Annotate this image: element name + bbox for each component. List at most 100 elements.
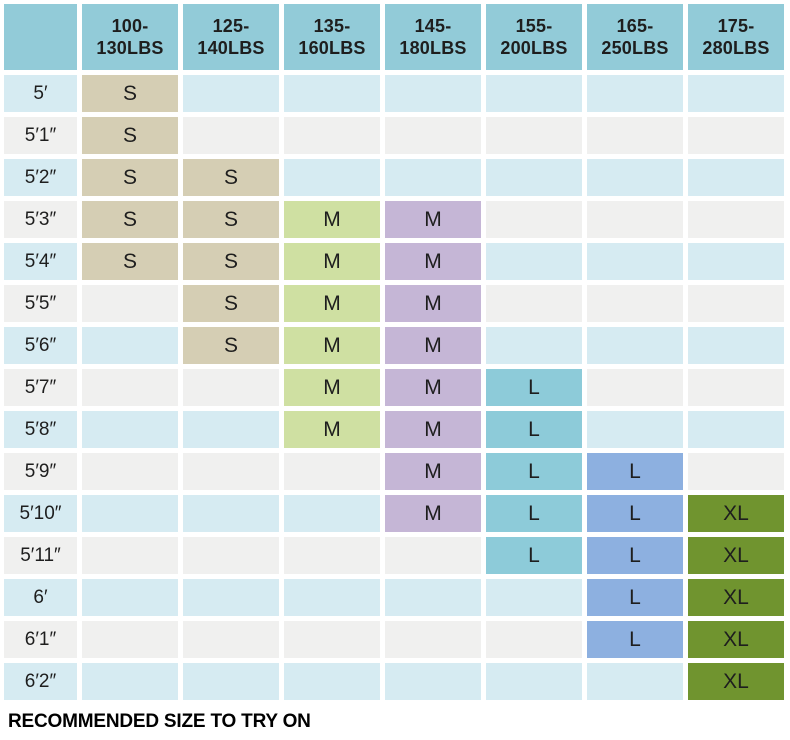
empty-cell xyxy=(183,453,279,490)
height-label-6: 5′5″ xyxy=(4,285,77,322)
size-cell-m: M xyxy=(385,285,481,322)
size-cell-s: S xyxy=(82,243,178,280)
empty-cell xyxy=(486,327,582,364)
empty-cell xyxy=(688,369,784,406)
size-cell-s: S xyxy=(82,117,178,154)
empty-cell xyxy=(385,75,481,112)
size-cell-s: S xyxy=(82,159,178,196)
empty-cell xyxy=(486,117,582,154)
empty-cell xyxy=(284,621,380,658)
size-cell-m: M xyxy=(385,495,481,532)
empty-cell xyxy=(587,243,683,280)
size-cell-m: M xyxy=(284,369,380,406)
empty-cell xyxy=(82,285,178,322)
size-cell-s: S xyxy=(82,75,178,112)
size-cell-l: L xyxy=(587,453,683,490)
empty-cell xyxy=(82,621,178,658)
weight-header-7: 175-280LBS xyxy=(688,4,784,70)
height-label-14: 6′1″ xyxy=(4,621,77,658)
empty-cell xyxy=(587,285,683,322)
empty-cell xyxy=(82,537,178,574)
size-cell-m: M xyxy=(385,369,481,406)
height-label-11: 5′10″ xyxy=(4,495,77,532)
size-cell-l: L xyxy=(486,537,582,574)
empty-cell xyxy=(688,327,784,364)
size-cell-m: M xyxy=(385,243,481,280)
height-label-8: 5′7″ xyxy=(4,369,77,406)
height-label-12: 5′11″ xyxy=(4,537,77,574)
empty-cell xyxy=(486,663,582,700)
empty-cell xyxy=(284,159,380,196)
empty-cell xyxy=(486,243,582,280)
height-label-7: 5′6″ xyxy=(4,327,77,364)
size-cell-xl: XL xyxy=(688,621,784,658)
weight-header-5: 155-200LBS xyxy=(486,4,582,70)
empty-cell xyxy=(82,411,178,448)
empty-cell xyxy=(486,201,582,238)
size-cell-s: S xyxy=(183,243,279,280)
empty-cell xyxy=(82,663,178,700)
empty-cell xyxy=(688,411,784,448)
empty-cell xyxy=(183,411,279,448)
height-label-9: 5′8″ xyxy=(4,411,77,448)
empty-cell xyxy=(688,453,784,490)
size-cell-m: M xyxy=(284,201,380,238)
empty-cell xyxy=(486,285,582,322)
empty-cell xyxy=(688,117,784,154)
empty-cell xyxy=(82,579,178,616)
size-cell-s: S xyxy=(183,159,279,196)
empty-cell xyxy=(688,285,784,322)
empty-cell xyxy=(688,243,784,280)
height-label-10: 5′9″ xyxy=(4,453,77,490)
empty-cell xyxy=(385,159,481,196)
size-cell-l: L xyxy=(587,579,683,616)
empty-cell xyxy=(183,537,279,574)
weight-header-1: 100-130LBS xyxy=(82,4,178,70)
size-cell-m: M xyxy=(284,411,380,448)
empty-cell xyxy=(385,537,481,574)
empty-cell xyxy=(688,159,784,196)
height-label-13: 6′ xyxy=(4,579,77,616)
size-cell-l: L xyxy=(486,369,582,406)
size-cell-l: L xyxy=(587,621,683,658)
empty-cell xyxy=(82,495,178,532)
height-label-4: 5′3″ xyxy=(4,201,77,238)
empty-cell xyxy=(587,663,683,700)
size-cell-m: M xyxy=(385,411,481,448)
empty-cell xyxy=(385,663,481,700)
size-cell-m: M xyxy=(284,327,380,364)
size-cell-s: S xyxy=(82,201,178,238)
empty-cell xyxy=(284,495,380,532)
size-chart-table: 100-130LBS 125-140LBS 135-160LBS 145-180LBS… xyxy=(4,4,784,700)
weight-header-2: 125-140LBS xyxy=(183,4,279,70)
empty-cell xyxy=(486,75,582,112)
height-label-15: 6′2″ xyxy=(4,663,77,700)
weight-header-4: 145-180LBS xyxy=(385,4,481,70)
size-cell-xl: XL xyxy=(688,495,784,532)
empty-cell xyxy=(486,159,582,196)
empty-cell xyxy=(385,621,481,658)
recommended-size-footnote: RECOMMENDED SIZE TO TRY ON xyxy=(8,711,311,732)
size-cell-m: M xyxy=(284,243,380,280)
empty-cell xyxy=(183,579,279,616)
empty-cell xyxy=(183,117,279,154)
size-cell-s: S xyxy=(183,327,279,364)
empty-cell xyxy=(688,201,784,238)
weight-header-3: 135-160LBS xyxy=(284,4,380,70)
size-cell-l: L xyxy=(486,453,582,490)
empty-cell xyxy=(284,663,380,700)
empty-cell xyxy=(284,579,380,616)
weight-header-6: 165-250LBS xyxy=(587,4,683,70)
empty-cell xyxy=(587,369,683,406)
empty-cell xyxy=(486,621,582,658)
height-label-2: 5′1″ xyxy=(4,117,77,154)
empty-cell xyxy=(587,201,683,238)
empty-cell xyxy=(385,579,481,616)
empty-cell xyxy=(486,579,582,616)
empty-cell xyxy=(183,621,279,658)
empty-cell xyxy=(284,537,380,574)
empty-cell xyxy=(385,117,481,154)
empty-cell xyxy=(82,453,178,490)
size-cell-s: S xyxy=(183,285,279,322)
